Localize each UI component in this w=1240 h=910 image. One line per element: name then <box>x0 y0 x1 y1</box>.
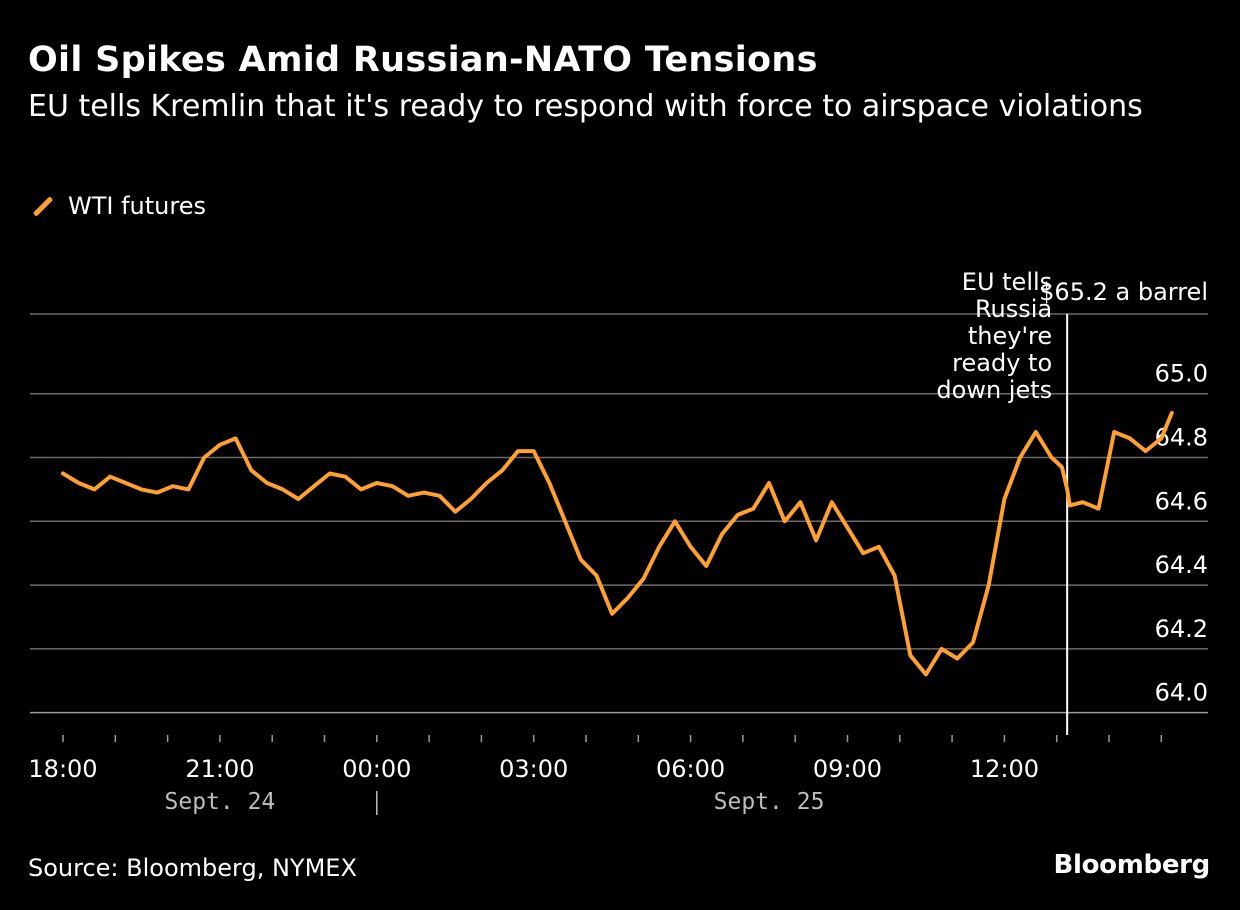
y-tick-label: 64.6 <box>1155 487 1208 515</box>
legend: WTI futures <box>28 192 206 220</box>
annotation-text: EU tells <box>962 268 1052 296</box>
brand-logo: Bloomberg <box>1053 850 1210 880</box>
x-tick-label: 12:00 <box>970 755 1039 783</box>
chart-title: Oil Spikes Amid Russian-NATO Tensions <box>28 40 818 80</box>
annotation-text: Russia <box>975 295 1052 323</box>
legend-label: WTI futures <box>68 192 206 220</box>
x-tick-label: 00:00 <box>342 755 411 783</box>
annotation-text: down jets <box>936 376 1052 404</box>
y-tick-label: 65.0 <box>1155 360 1208 388</box>
x-tick-label: 09:00 <box>813 755 882 783</box>
x-date-label: Sept. 25 <box>714 789 825 815</box>
y-top-label: $65.2 a barrel <box>1039 278 1208 306</box>
series-group <box>61 410 1174 677</box>
source-note: Source: Bloomberg, NYMEX <box>28 854 357 882</box>
x-tick-label: 18:00 <box>28 755 97 783</box>
x-tick-label: 21:00 <box>185 755 254 783</box>
gridlines <box>30 313 1208 714</box>
x-tick-label: 06:00 <box>656 755 725 783</box>
annotation-text: they're <box>968 322 1052 350</box>
series-line-wti <box>61 410 1174 677</box>
x-tick-label: 03:00 <box>499 755 568 783</box>
y-tick-label: 64.4 <box>1155 551 1208 579</box>
y-tick-label: 64.0 <box>1155 679 1208 707</box>
x-axis: 18:00 21:00 00:00 03:00 06:00 09:00 12:00 Sept.… <box>28 735 1163 815</box>
y-tick-label: 64.2 <box>1155 615 1208 643</box>
x-date-label: Sept. 24 <box>165 789 276 815</box>
chart-subtitle: EU tells Kremlin that it's ready to resp… <box>28 89 1143 124</box>
annotation-text: ready to <box>952 349 1052 377</box>
